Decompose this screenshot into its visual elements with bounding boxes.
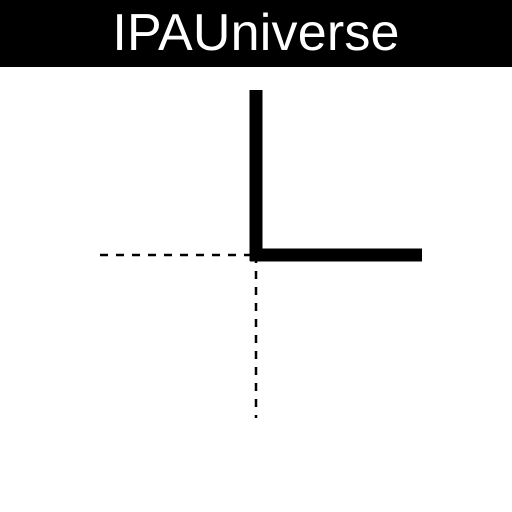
app-header: IPAUniverse (0, 0, 512, 67)
app-title: IPAUniverse (112, 3, 400, 62)
